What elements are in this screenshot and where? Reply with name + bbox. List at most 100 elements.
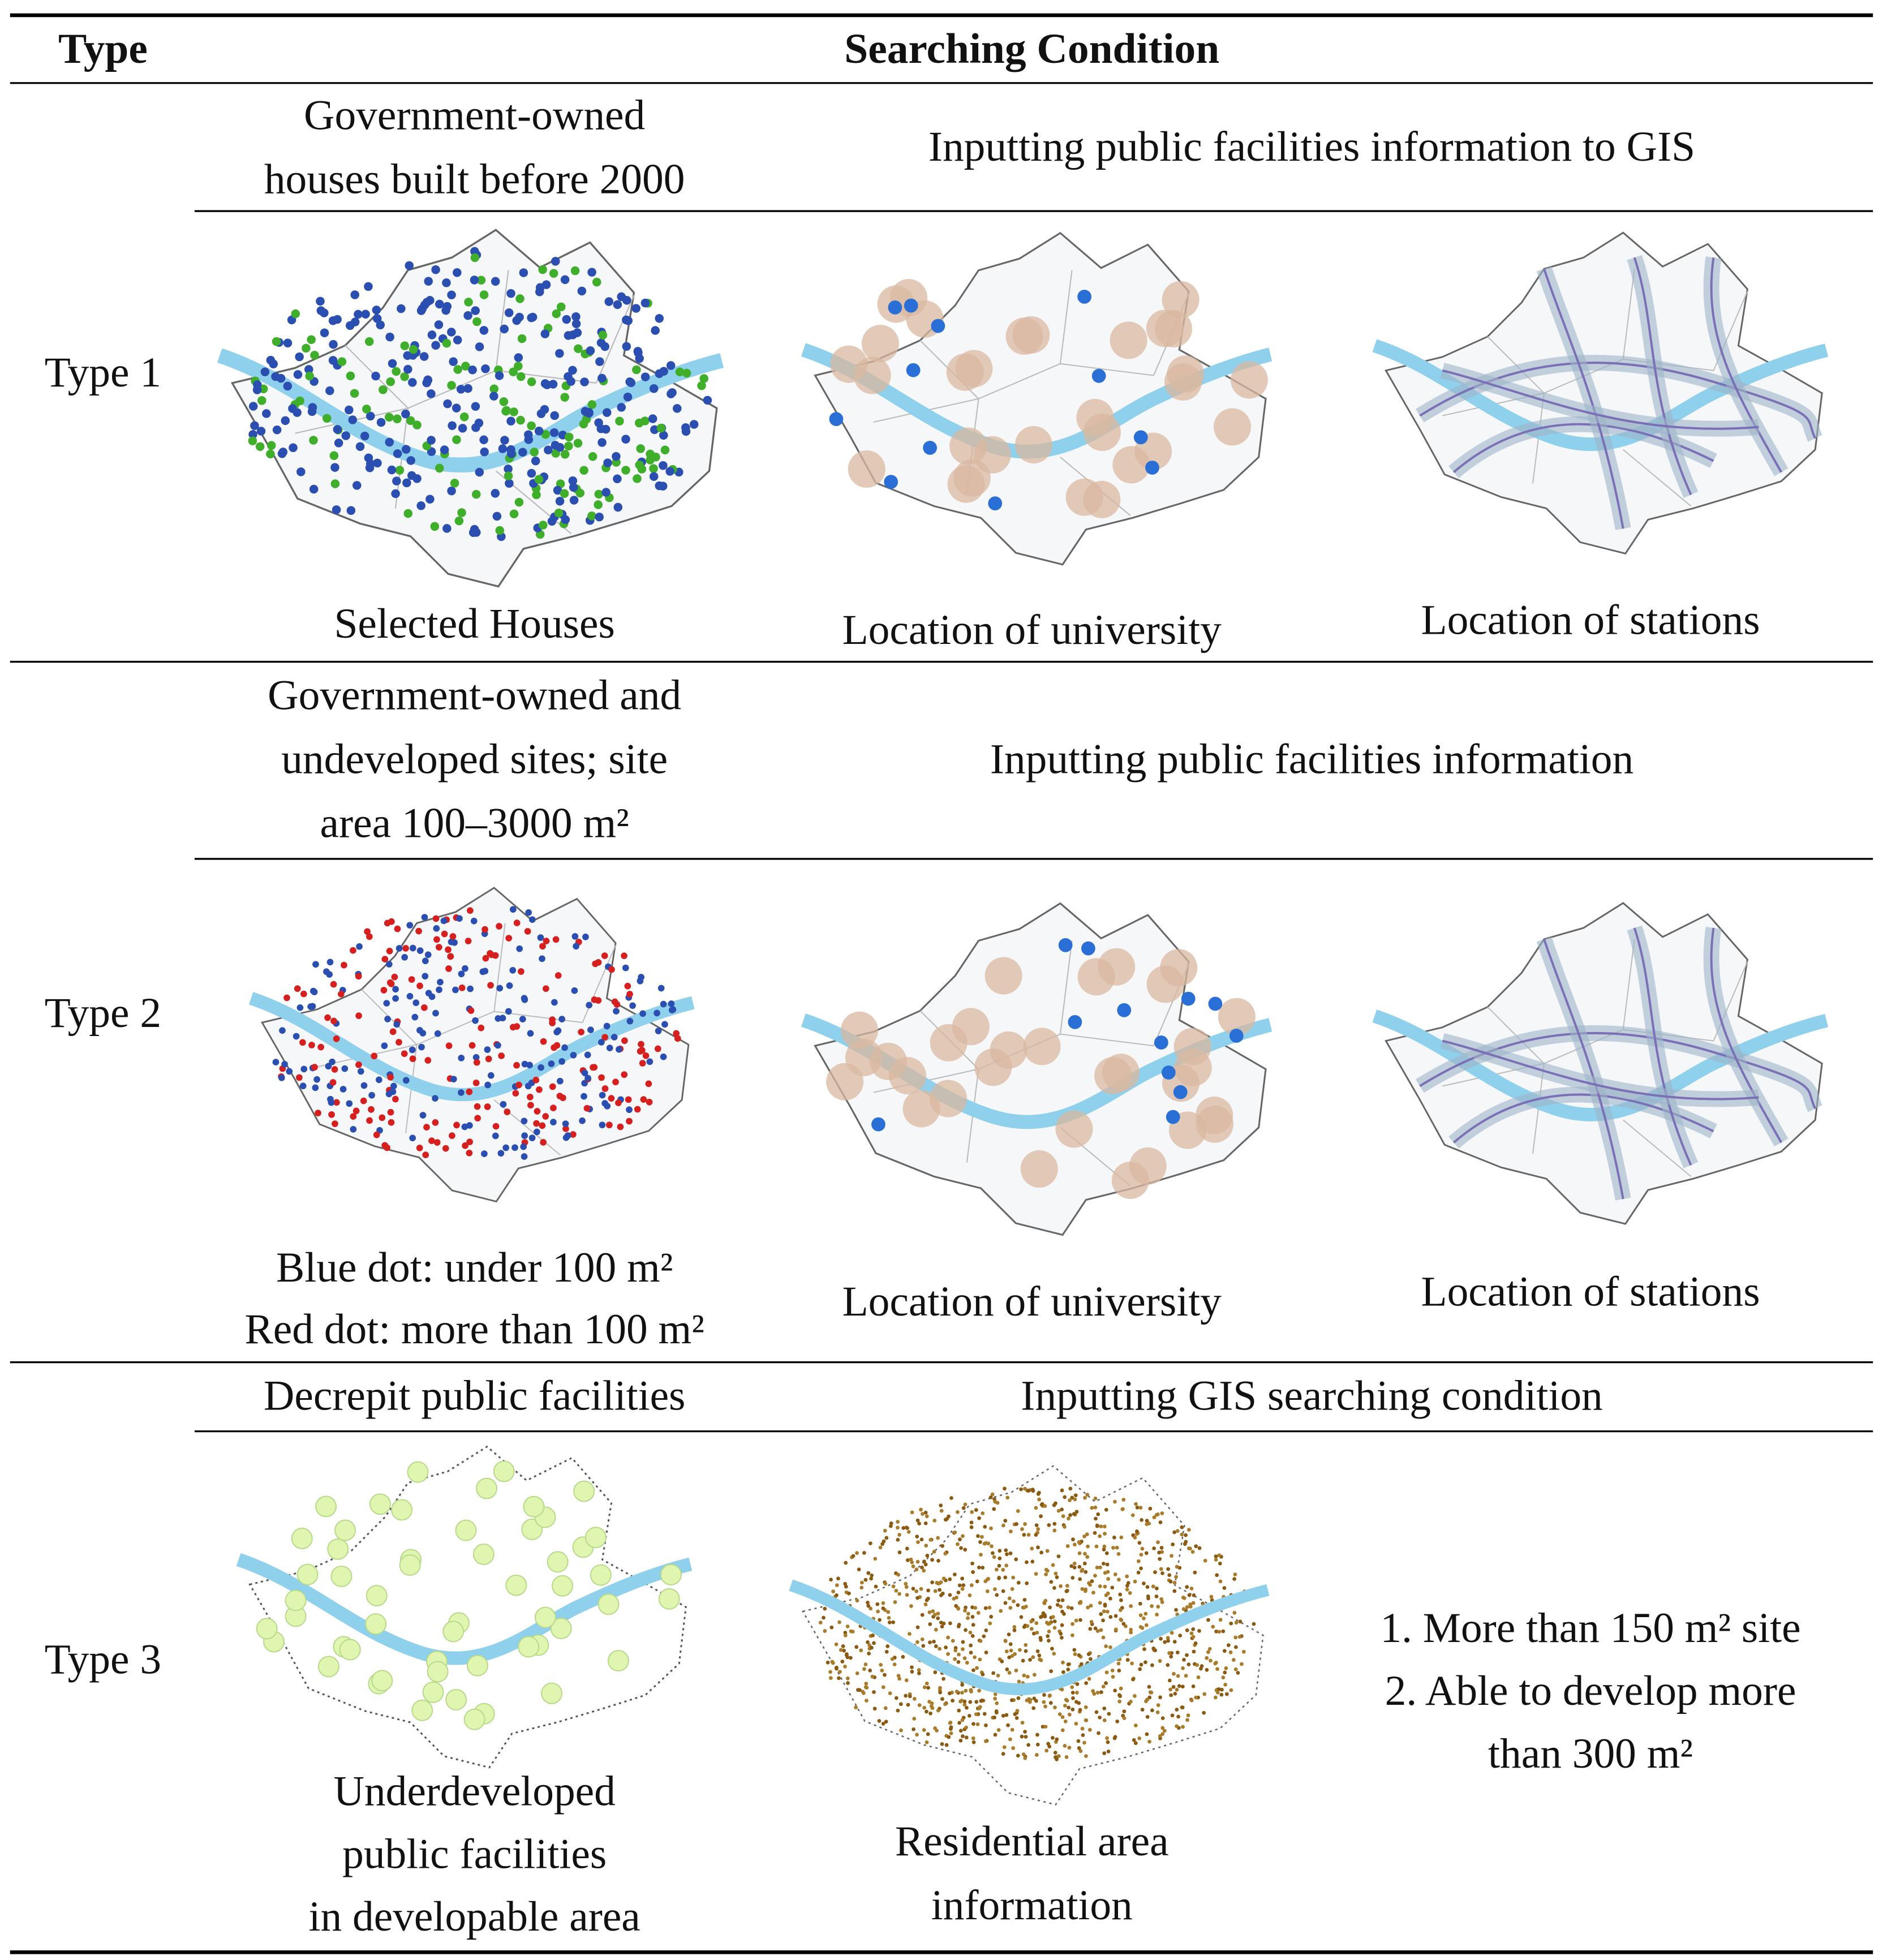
map-dot: [1068, 1498, 1072, 1502]
map-dot: [1031, 1706, 1036, 1710]
map-dot: [969, 1650, 973, 1655]
map-dot: [1020, 1734, 1024, 1739]
map-dot: [540, 1138, 547, 1146]
map-dot: [467, 1007, 475, 1014]
map-dot: [272, 337, 281, 346]
map-dot: [1174, 1607, 1178, 1612]
map-dot: [1174, 1575, 1178, 1579]
map-dot: [1053, 1751, 1057, 1755]
map-dot: [649, 464, 658, 473]
map-dot: [629, 1002, 636, 1009]
map-dot: [1043, 1614, 1047, 1619]
map-dot: [1167, 1651, 1171, 1655]
map-dot: [1047, 1523, 1051, 1527]
map-dot: [1133, 430, 1148, 445]
map-dot: [597, 1039, 605, 1046]
map-dot: [1117, 1669, 1121, 1673]
map-dot: [1022, 1533, 1026, 1537]
map-dot: [1025, 1624, 1030, 1628]
map-dot: [1098, 1565, 1102, 1570]
map-dot: [894, 1696, 898, 1700]
map-dot: [327, 1538, 349, 1560]
map-dot: [550, 411, 559, 420]
map-dot: [316, 296, 325, 306]
map-dot: [330, 1565, 352, 1587]
map-dot: [590, 1564, 612, 1586]
map-dot: [597, 438, 607, 447]
map-dot: [930, 1706, 935, 1710]
map-dot: [1052, 1652, 1056, 1656]
map-dot: [1035, 1742, 1040, 1747]
map-dot: [1154, 1594, 1159, 1598]
map-dot: [1052, 1521, 1057, 1526]
map-dot: [530, 448, 539, 457]
map-dot: [512, 316, 521, 325]
map-dot: [1144, 1623, 1149, 1627]
map-dot: [1146, 1596, 1150, 1601]
map-dot: [884, 1536, 889, 1540]
map-dot: [982, 1634, 986, 1639]
map-dot: [1072, 1566, 1077, 1570]
map-dot: [320, 308, 329, 317]
map-dot: [1000, 1659, 1004, 1664]
map-dot: [400, 341, 410, 350]
map-dot: [1202, 1710, 1206, 1715]
map-dot: [1077, 1540, 1081, 1544]
caption: Red dot: more than 100 m²: [244, 1306, 704, 1353]
map-dot: [1016, 1509, 1020, 1513]
criteria: area 100–3000 m²: [320, 800, 629, 847]
map-dot: [408, 378, 417, 387]
map-dot: [948, 1577, 952, 1581]
map-dot: [1004, 1563, 1008, 1568]
map-dot: [489, 384, 499, 393]
map-dot: [472, 1017, 479, 1024]
map-dot: [1102, 1054, 1140, 1091]
map-dot: [527, 1102, 534, 1109]
map-dot: [492, 1123, 500, 1130]
map-dot: [616, 1046, 622, 1053]
map-dot: [963, 1609, 967, 1613]
map-dot: [1194, 1695, 1198, 1700]
map-dot: [492, 1132, 499, 1140]
map-dot: [1228, 1650, 1233, 1654]
map-dot: [940, 1544, 945, 1548]
map-dot: [1025, 1560, 1029, 1564]
map-dot: [891, 1620, 895, 1624]
map-dot: [1035, 1753, 1039, 1757]
map-dot: [571, 319, 581, 329]
map-dot: [1130, 1513, 1135, 1518]
map-dot: [866, 1601, 870, 1605]
map-dot: [1195, 1663, 1200, 1667]
row-type: Type 1: [45, 349, 161, 396]
map-dot: [1138, 1601, 1142, 1606]
map-dot: [921, 1644, 926, 1648]
map-dot: [519, 268, 528, 277]
map-dot: [1052, 1503, 1056, 1507]
map-dot: [256, 427, 266, 436]
map-dot: [527, 468, 536, 478]
map-dot: [1091, 1591, 1095, 1595]
map-dot: [1110, 321, 1147, 359]
map-dot: [1055, 1110, 1093, 1148]
map-dot: [448, 938, 455, 945]
rail-lines: [1415, 255, 1822, 530]
map-dot: [442, 1621, 465, 1643]
map-dot: [845, 1624, 850, 1628]
map-dot: [386, 948, 393, 955]
map-dot: [496, 923, 502, 930]
map-dot: [1051, 1736, 1055, 1740]
map-dot: [300, 990, 307, 998]
map-dot: [922, 1685, 927, 1690]
map-dot: [1052, 1586, 1056, 1590]
map-dot: [421, 914, 428, 921]
map-dot: [339, 1086, 347, 1093]
map-dot: [476, 276, 486, 285]
map-dot: [594, 489, 604, 499]
map-dot: [948, 1721, 952, 1725]
map-dot: [1156, 1540, 1160, 1545]
map-dot: [381, 956, 389, 963]
map-dot: [553, 485, 562, 495]
map-dot: [1031, 1631, 1036, 1636]
map-dot: [1007, 1596, 1012, 1601]
map-dot: [488, 951, 495, 958]
